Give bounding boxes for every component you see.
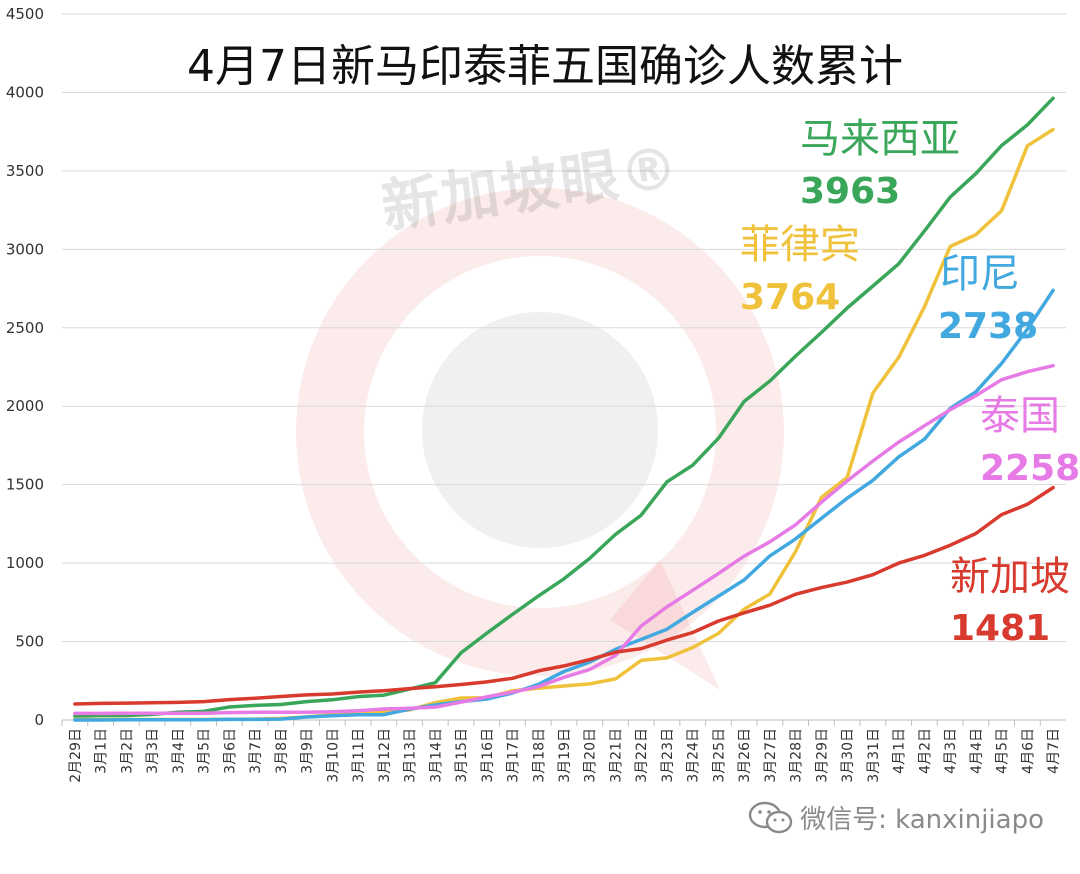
series-name-label: 马来西亚: [800, 116, 960, 162]
x-tick-label: 3月24日: [686, 728, 702, 783]
series-name-label: 印尼: [940, 251, 1020, 297]
series-name-label: 新加坡: [950, 554, 1070, 600]
y-tick-label: 0: [34, 711, 44, 729]
x-tick-label: 3月12日: [377, 728, 393, 783]
x-tick-label: 3月19日: [557, 728, 573, 783]
x-tick-label: 3月9日: [300, 728, 316, 774]
series-value-label: 1481: [950, 608, 1050, 649]
x-tick-label: 3月27日: [763, 728, 779, 783]
wechat-footer: 微信号: kanxinjiapo: [748, 799, 1044, 836]
x-tick-label: 4月3日: [943, 728, 959, 774]
series-line-印尼: [73, 288, 1055, 722]
x-tick-label: 3月14日: [428, 728, 444, 783]
series-value-label: 3963: [800, 171, 900, 212]
x-tick-label: 3月15日: [454, 728, 470, 783]
x-tick-label: 4月5日: [995, 728, 1011, 774]
x-tick-label: 4月6日: [1020, 728, 1036, 774]
y-tick-label: 3500: [6, 162, 44, 180]
series-lines: [73, 96, 1055, 722]
x-tick-label: 3月23日: [660, 728, 676, 783]
series-value-label: 3764: [740, 277, 840, 318]
series-value-label: 2258: [980, 448, 1080, 489]
x-tick-label: 4月7日: [1046, 728, 1062, 774]
y-tick-label: 500: [15, 633, 44, 651]
x-tick-label: 3月28日: [789, 728, 805, 783]
y-tick-label: 2000: [6, 397, 44, 415]
y-axis: 0 500 1000 1500 2000 2500 3000 3500 4000 4500: [6, 5, 44, 729]
x-tick-label: 3月10日: [325, 728, 341, 783]
x-tick-label: 3月16日: [480, 728, 496, 783]
y-tick-label: 1000: [6, 554, 44, 572]
y-tick-label: 2500: [6, 319, 44, 337]
watermark-logo: [296, 188, 784, 690]
x-tick-label: 3月17日: [506, 728, 522, 783]
x-tick-label: 4月1日: [892, 728, 908, 774]
x-tick-label: 3月13日: [403, 728, 419, 783]
series-value-label: 2738: [938, 306, 1038, 347]
x-tick-label: 3月6日: [222, 728, 238, 774]
x-tick-label: 3月21日: [608, 728, 624, 783]
x-tick-label: 3月5日: [197, 728, 213, 774]
x-tick-label: 3月26日: [737, 728, 753, 783]
x-tick-label: 4月2日: [917, 728, 933, 774]
x-tick-label: 3月11日: [351, 728, 367, 783]
x-tick-label: 2月29日: [68, 728, 84, 783]
gridlines: [62, 13, 1066, 721]
x-tick-label: 3月2日: [119, 728, 135, 774]
x-tick-label: 3月8日: [274, 728, 290, 774]
x-tick-label: 3月4日: [171, 728, 187, 774]
x-tick-label: 3月20日: [583, 728, 599, 783]
series-name-label: 泰国: [980, 393, 1060, 439]
y-tick-label: 4000: [6, 83, 44, 101]
x-tick-label: 3月25日: [711, 728, 727, 783]
series-line-马来西亚: [73, 96, 1055, 718]
x-tick-label: 3月29日: [814, 728, 830, 783]
y-tick-label: 3000: [6, 240, 44, 258]
y-tick-label: 4500: [6, 5, 44, 23]
wechat-icon: [748, 801, 793, 833]
x-tick-label: 3月18日: [531, 728, 547, 783]
x-tick-label: 4月4日: [969, 728, 985, 774]
x-tick-label: 3月3日: [145, 728, 161, 774]
chart-title: 4月7日新马印泰菲五国确诊人数累计: [187, 41, 903, 92]
series-labels: 马来西亚 3963 菲律宾 3764 印尼 2738 泰国 2258 新加坡 1481: [740, 116, 1080, 649]
y-tick-label: 1500: [6, 476, 44, 494]
x-tick-label: 3月22日: [634, 728, 650, 783]
series-name-label: 菲律宾: [740, 222, 860, 268]
series-line-新加坡: [73, 485, 1055, 706]
series-line-泰国: [73, 363, 1055, 716]
x-tick-label: 3月31日: [866, 728, 882, 783]
x-tick-label: 3月1日: [94, 728, 110, 774]
wechat-id: 微信号: kanxinjiapo: [800, 805, 1044, 835]
x-tick-label: 3月7日: [248, 728, 264, 774]
x-axis: 2月29日 3月1日 3月2日 3月3日 3月4日 3月5日 3月6日 3月7日 3月8日 3月9…: [61, 720, 1062, 783]
x-tick-label: 3月30日: [840, 728, 856, 783]
